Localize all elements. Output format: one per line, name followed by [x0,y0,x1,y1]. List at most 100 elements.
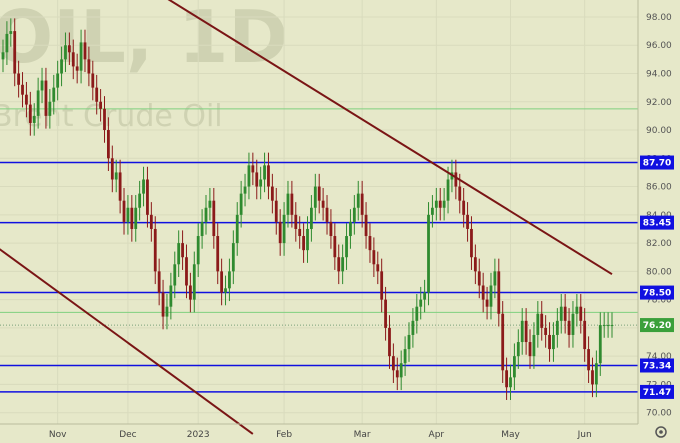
candle-body [313,186,317,208]
candle-body [231,243,235,272]
candle-body [239,193,243,215]
candle-body [208,200,212,208]
candle-body [48,101,52,116]
candle-body [532,334,536,357]
candle-body [360,193,364,215]
candle-body [161,292,165,317]
candle-body [75,66,79,71]
candle-body [243,186,247,194]
candle-body [99,101,102,109]
candle-body [427,214,430,293]
candle-body [212,200,216,237]
candle-body [130,207,134,229]
candle-body [594,363,598,385]
candle-body [403,349,407,364]
current-price-badge [640,318,674,333]
candle-body [579,306,583,321]
candle-body [325,207,329,222]
candle-body [431,207,434,215]
candle-body [310,207,313,229]
current-price-badge-label: 76.20 [643,321,671,331]
candle-body [157,271,161,293]
y-tick-label: 70.00 [646,409,672,419]
candle-body [438,200,442,208]
candle-body [224,288,227,293]
candle-body [489,285,493,307]
y-tick-label: 96.00 [646,41,672,51]
candle-body [114,172,118,180]
candle-body [598,325,602,364]
candle-body [516,342,520,357]
candle-body [110,158,114,180]
candle-body [376,264,380,272]
candle-body [329,221,333,237]
level-badge [640,215,674,230]
y-tick-label: 80.00 [646,267,672,277]
watermark-title: OIL, 1D [0,0,288,79]
candle-body [485,299,489,307]
candle-body [169,285,173,307]
gear-icon[interactable] [655,426,667,438]
candle-body [204,207,208,222]
candle-body [610,325,614,327]
level-badge [640,384,674,399]
candle-body [286,193,290,215]
x-tick-label: Dec [119,430,136,440]
candle-body [442,200,446,208]
candle-body [364,214,368,237]
candle-body [28,104,32,123]
candle-body [384,299,387,328]
candle-body [524,320,528,343]
candle-body [91,73,95,88]
candle-body [95,87,99,102]
x-tick-label: Feb [276,430,292,440]
candle-body [415,306,419,321]
candle-body [321,200,325,208]
candle-body [282,214,286,244]
candle-body [356,193,360,208]
settings-button[interactable] [655,426,667,438]
candle-body [333,236,337,258]
candle-body [458,186,462,201]
candle-body [505,370,508,388]
candle-body [302,236,305,251]
candle-body [462,200,466,215]
candle-body [555,320,559,335]
candle-body [146,179,149,215]
candle-body [177,243,181,265]
x-axis-ticks: Nov Dec 2023 Feb Mar Apr May Jun [49,430,592,440]
candle-body [36,90,40,116]
candle-body [103,108,106,131]
candle-body [298,228,302,237]
candle-body [544,327,548,335]
candle-body [83,42,87,60]
candle-body [263,165,266,180]
candle-body [606,325,610,327]
candle-body [563,306,567,321]
candle-body [181,243,184,258]
candle-body [200,221,204,237]
candle-body [71,52,75,67]
x-tick-label: Jun [577,430,592,440]
candle-body [251,165,255,173]
candle-body [536,313,540,335]
candle-body [501,313,505,371]
candle-body [591,370,594,385]
candle-body [372,250,376,265]
candle-body [419,299,423,307]
candle-body [552,334,555,350]
candle-body [411,320,415,335]
x-tick-label: 2023 [187,430,210,440]
candle-body [446,179,450,201]
candle-body [165,306,169,317]
candle-body [587,349,590,371]
candle-body [583,320,587,350]
candle-body [345,236,348,258]
candle-body [220,271,224,293]
candle-body [40,80,44,91]
candle-body [17,73,21,85]
candle-body [247,165,251,187]
candle-body [259,179,263,187]
level-badge [640,285,674,300]
x-tick-label: Nov [49,430,67,440]
